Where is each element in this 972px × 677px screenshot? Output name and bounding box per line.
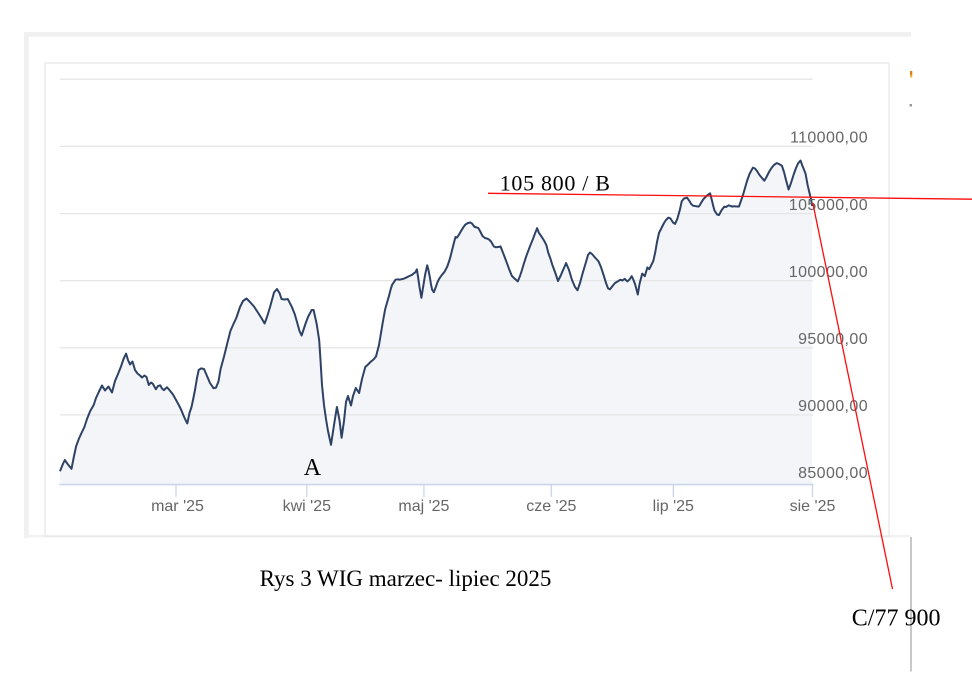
- svg-text:90000,00: 90000,00: [798, 398, 868, 415]
- svg-text:100000,00: 100000,00: [789, 264, 868, 281]
- svg-text:C/77 900: C/77 900: [852, 606, 941, 632]
- svg-text:110000,00: 110000,00: [790, 130, 868, 147]
- svg-text:105 800 / B: 105 800 / B: [500, 171, 611, 196]
- svg-text:kwi '25: kwi '25: [283, 498, 332, 515]
- svg-text:105000,00: 105000,00: [789, 197, 868, 214]
- svg-text:Rys 3 WIG marzec- lipiec 2025: Rys 3 WIG marzec- lipiec 2025: [260, 566, 552, 591]
- svg-text:85000,00: 85000,00: [798, 465, 868, 482]
- svg-text:mar '25: mar '25: [151, 498, 204, 515]
- svg-text:95000,00: 95000,00: [798, 331, 868, 348]
- svg-text:sie '25: sie '25: [790, 498, 836, 515]
- svg-text:A: A: [304, 455, 322, 481]
- svg-text:cze '25: cze '25: [526, 498, 576, 515]
- svg-text:maj '25: maj '25: [398, 498, 449, 515]
- svg-text:lip '25: lip '25: [653, 498, 694, 515]
